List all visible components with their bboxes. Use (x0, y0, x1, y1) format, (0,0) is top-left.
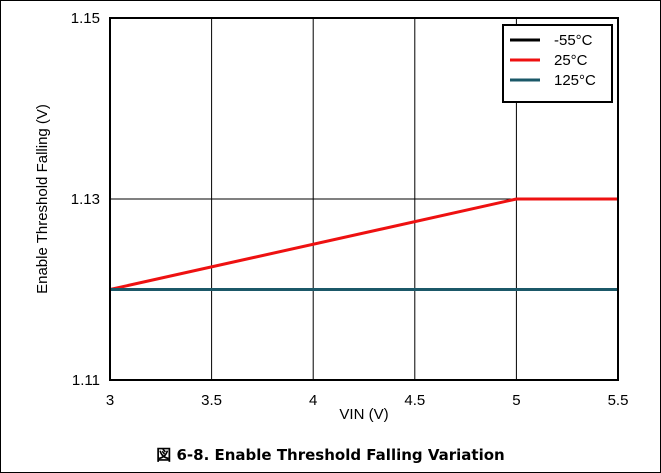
legend-label: 125°C (554, 72, 596, 89)
x-tick-label: 4.5 (404, 392, 425, 409)
x-tick-label: 5.5 (608, 392, 629, 409)
x-tick-label: 5 (512, 392, 520, 409)
y-tick-label: 1.11 (72, 372, 100, 389)
legend-label: 25°C (554, 52, 588, 69)
line-chart: 3 3.5 4 4.5 5 5.5 1.11 1.13 1.15 VIN (V) Enable… (34, 10, 629, 423)
series-line-25°C (109, 197, 618, 291)
x-axis-label: VIN (V) (339, 406, 388, 423)
y-tick-label: 1.15 (71, 10, 100, 27)
x-tick-label: 3.5 (201, 392, 222, 409)
legend: -55°C 25°C 125°C (502, 24, 613, 103)
series-layer (109, 197, 618, 291)
legend-label: -55°C (554, 32, 593, 49)
y-axis-ticks: 1.11 1.13 1.15 (71, 10, 100, 389)
y-axis-label: Enable Threshold Falling (V) (34, 104, 51, 294)
y-tick-label: 1.13 (71, 191, 100, 208)
x-axis-ticks: 3 3.5 4 4.5 5 5.5 (106, 392, 629, 409)
figure-caption: 図 6-8. Enable Threshold Falling Variatio… (156, 446, 505, 464)
x-tick-label: 3 (106, 392, 114, 409)
legend-box (502, 24, 613, 103)
x-tick-label: 4 (309, 392, 317, 409)
plot-area-border (109, 17, 619, 381)
